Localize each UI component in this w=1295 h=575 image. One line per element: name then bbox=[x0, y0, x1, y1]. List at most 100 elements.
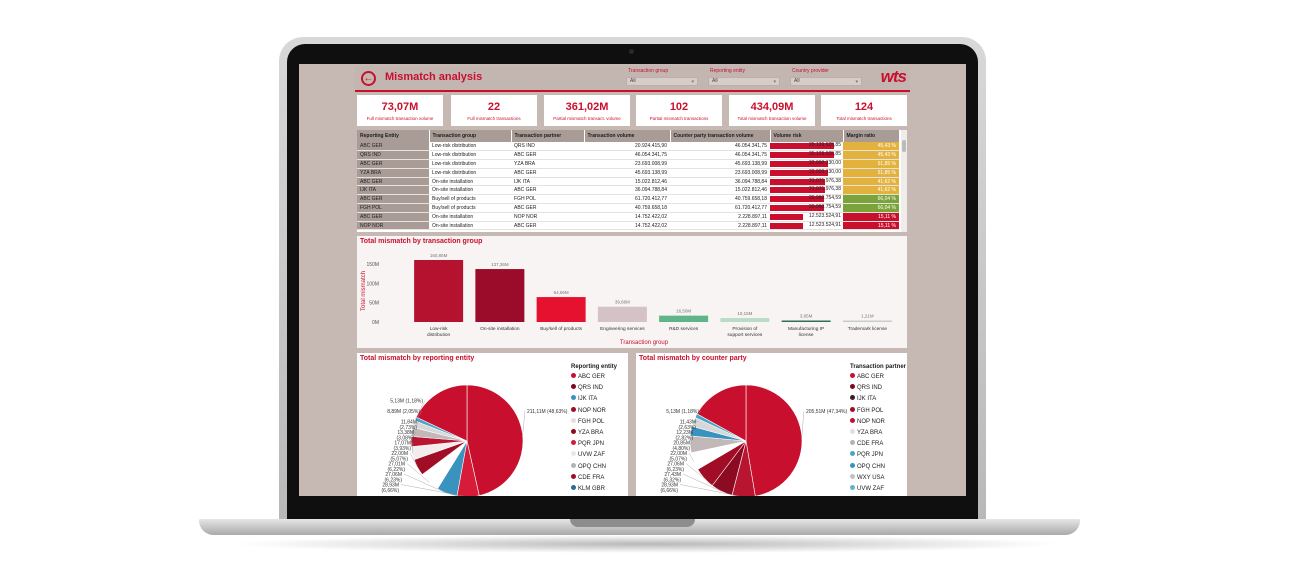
legend-item[interactable]: OPQ CHN bbox=[571, 462, 606, 470]
legend-item[interactable]: QRS IND bbox=[850, 384, 882, 391]
cell-transaction-volume: 61.720.412,77 bbox=[584, 194, 670, 205]
bar[interactable] bbox=[842, 320, 892, 323]
filter-transaction-group[interactable]: Transaction group All ▾ bbox=[626, 67, 698, 88]
pie-slice[interactable] bbox=[456, 440, 480, 496]
bar[interactable] bbox=[781, 320, 831, 323]
y-tick-label: 0M bbox=[372, 320, 379, 326]
leader-line bbox=[411, 421, 420, 432]
legend-item[interactable]: WXY USA bbox=[850, 473, 885, 481]
leader-line bbox=[689, 442, 693, 445]
bar[interactable] bbox=[659, 315, 709, 322]
x-tick-label: support services bbox=[727, 332, 763, 338]
volume-risk-value: 21.071.976,38 bbox=[809, 186, 841, 193]
bar[interactable] bbox=[720, 318, 770, 322]
bar[interactable] bbox=[414, 260, 464, 322]
arrow-left-circle-icon[interactable]: ← bbox=[361, 71, 376, 86]
table-row[interactable]: ABC GER Low-risk distribution QRS IND 20.92… bbox=[357, 142, 899, 152]
column-header[interactable]: Transaction group bbox=[429, 130, 512, 142]
leader-line bbox=[522, 410, 526, 435]
table-row[interactable]: YZA BRA Low-risk distribution ABC GER 45.69… bbox=[357, 168, 899, 178]
cell-transaction-group: Low-risk distribution bbox=[429, 159, 511, 169]
column-header[interactable]: Margin ratio bbox=[843, 130, 900, 142]
legend-title: Reporting entity bbox=[571, 364, 617, 370]
legend-item[interactable]: FGH POL bbox=[571, 417, 604, 425]
leader-line bbox=[410, 431, 417, 442]
pie-slice[interactable] bbox=[696, 384, 747, 442]
legend-item[interactable]: ABC GER bbox=[850, 373, 884, 380]
cell-counter-party-volume: 46.054.341,75 bbox=[670, 142, 770, 152]
legend-item[interactable]: PQR JPN bbox=[850, 451, 883, 458]
legend-label: UVW ZAF bbox=[578, 452, 605, 459]
table-scrollbar[interactable] bbox=[901, 130, 907, 232]
cell-reporting-entity: NOP NOR bbox=[357, 221, 429, 231]
filter-label: Reporting entity bbox=[710, 68, 746, 74]
panel-title: Total mismatch by transaction group bbox=[360, 238, 483, 245]
slice-label: 5,13M (1,18%) bbox=[390, 399, 423, 405]
slice-label: 27,06M bbox=[385, 472, 402, 478]
bar-data-label: 16,50M bbox=[676, 309, 691, 314]
legend-item[interactable]: FGH POL bbox=[850, 406, 883, 414]
bar[interactable] bbox=[475, 269, 525, 322]
cell-transaction-volume: 46.054.341,75 bbox=[584, 150, 670, 161]
slice-label: 211,11M (48,63%) bbox=[527, 409, 568, 415]
cell-volume-risk: 12.523.524,91 bbox=[770, 212, 843, 222]
filter-select[interactable]: All ▾ bbox=[790, 77, 862, 86]
table-row[interactable]: FGH POL Buy/sell of products ABC GER 40.759… bbox=[357, 203, 899, 213]
legend-dot-icon bbox=[571, 384, 576, 390]
legend-item[interactable]: YZA BRA bbox=[571, 429, 603, 436]
legend-item[interactable]: OPQ CHN bbox=[850, 462, 885, 470]
pie-slice[interactable] bbox=[745, 384, 803, 496]
bar-data-label: 1,21M bbox=[861, 314, 874, 319]
bar[interactable] bbox=[536, 297, 586, 322]
column-header[interactable]: Volume risk bbox=[770, 130, 844, 142]
filter-label: Transaction group bbox=[628, 68, 669, 74]
legend-item[interactable]: CDE FRA bbox=[850, 440, 883, 447]
table-row[interactable]: IJK ITA On-site installation ABC GER 36.094… bbox=[357, 185, 899, 196]
legend-item[interactable]: IJK ITA bbox=[850, 395, 876, 402]
cell-transaction-partner: ABC GER bbox=[511, 221, 584, 231]
legend-item[interactable]: NOP NOR bbox=[850, 417, 885, 425]
slice-label: 11,84M bbox=[401, 420, 417, 426]
filter-select[interactable]: All ▾ bbox=[708, 77, 780, 86]
cell-margin-ratio: 66,04 % bbox=[843, 203, 899, 213]
legend-item[interactable]: YZA BRA bbox=[850, 429, 882, 436]
table-row[interactable]: ABC GER Buy/sell of products FGH POL 61.720… bbox=[357, 194, 899, 205]
bar-data-label: 3,65M bbox=[800, 314, 813, 319]
x-tick-label: Manufacturing IP bbox=[788, 326, 824, 332]
legend-item[interactable]: ABC GER bbox=[571, 373, 605, 380]
table-row[interactable]: ABC GER On-site installation NOP NOR 14.752… bbox=[357, 212, 899, 222]
legend-item[interactable]: QRS IND bbox=[571, 384, 603, 391]
cell-transaction-volume: 15.022.812,46 bbox=[584, 177, 670, 187]
legend-item[interactable]: UVW ZAF bbox=[571, 451, 605, 458]
table-row[interactable]: QRS IND Low-risk distribution ABC GER 46.05… bbox=[357, 150, 899, 161]
leader-line bbox=[400, 484, 464, 496]
kpi-card: 22 Full mismatch transactions bbox=[451, 95, 537, 126]
column-header[interactable]: Reporting Entity bbox=[357, 130, 430, 142]
scroll-thumb[interactable] bbox=[902, 140, 906, 152]
column-header[interactable]: Transaction volume bbox=[584, 130, 671, 142]
cell-volume-risk: 21.071.976,38 bbox=[770, 177, 843, 187]
column-header[interactable]: Transaction partner bbox=[511, 130, 585, 142]
table-row[interactable]: ABC GER Low-risk distribution YZA BRA 23.69… bbox=[357, 159, 899, 169]
x-axis-label: Transaction group bbox=[620, 340, 669, 346]
legend-item[interactable]: CDE FRA bbox=[571, 473, 604, 481]
cell-reporting-entity: YZA BRA bbox=[357, 168, 429, 178]
legend-item[interactable]: KLM GBR bbox=[571, 485, 605, 492]
filter-label: Country provider bbox=[792, 68, 829, 74]
table-row[interactable]: NOP NOR On-site installation ABC GER 14.752… bbox=[357, 221, 899, 231]
legend-item[interactable]: UVW ZAF bbox=[850, 485, 884, 492]
slice-label: 22,00M bbox=[391, 451, 408, 457]
table-row[interactable]: ABC GER On-site installation IJK ITA 15.022… bbox=[357, 177, 899, 187]
legend-item[interactable]: IJK ITA bbox=[571, 395, 597, 402]
cell-margin-ratio: 45,43 % bbox=[843, 142, 899, 152]
column-header[interactable]: Counter party transaction volume bbox=[670, 130, 771, 142]
volume-risk-bar bbox=[770, 178, 826, 185]
pie-slice[interactable] bbox=[466, 384, 524, 496]
filter-reporting-entity[interactable]: Reporting entity All ▾ bbox=[708, 67, 780, 88]
legend-item[interactable]: PQR JPN bbox=[571, 440, 604, 447]
filter-select[interactable]: All ▾ bbox=[626, 77, 698, 86]
page-title: Mismatch analysis bbox=[385, 71, 483, 83]
bar[interactable] bbox=[597, 306, 647, 322]
legend-item[interactable]: NOP NOR bbox=[571, 406, 606, 414]
filter-country-provider[interactable]: Country provider All ▾ bbox=[790, 67, 862, 88]
